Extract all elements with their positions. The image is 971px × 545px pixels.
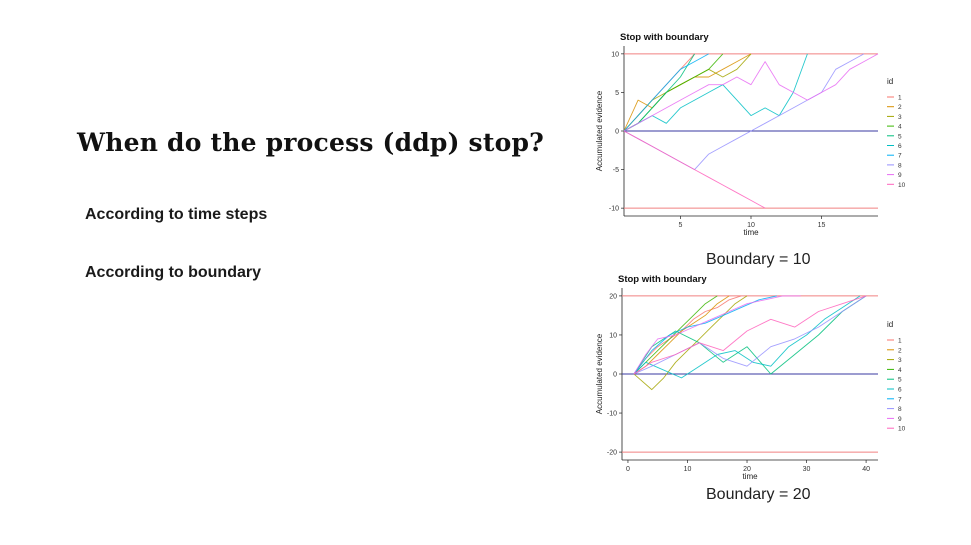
chart2-y-tick-label: 0	[613, 372, 617, 379]
chart1-legend-label-9: 9	[898, 172, 902, 179]
chart2-series-9	[633, 295, 801, 375]
chart2-series-8	[633, 295, 867, 375]
chart2-series-3	[633, 295, 748, 391]
chart2-x-tick-label: 10	[684, 466, 692, 473]
chart1-legend-label-10: 10	[898, 182, 906, 189]
chart2-x-tick-label: 40	[862, 466, 870, 473]
bullet-time-steps: According to time steps	[85, 206, 268, 223]
slide-title: When do the process (ddp) stop?	[77, 128, 544, 157]
chart2-series-4	[633, 295, 718, 375]
chart2-y-tick-label: -10	[607, 411, 617, 418]
chart1-legend-label-4: 4	[898, 124, 902, 131]
chart2-legend-title: id	[887, 320, 893, 329]
chart2-y-tick-label: 20	[609, 293, 617, 300]
chart1-legend-label-8: 8	[898, 162, 902, 169]
chart2-legend-label-5: 5	[898, 377, 902, 384]
caption-boundary-20: Boundary = 20	[706, 486, 811, 503]
chart2-y-tick-label: 10	[609, 332, 617, 339]
chart1-legend-label-3: 3	[898, 114, 902, 121]
chart2-x-tick-label: 0	[626, 466, 630, 473]
chart1-y-tick-label: 10	[611, 51, 619, 58]
chart1-series-9	[623, 53, 879, 132]
chart2-y-tick-label: -20	[607, 450, 617, 457]
chart2-legend-label-10: 10	[898, 426, 906, 433]
chart2-x-tick-label: 30	[803, 466, 811, 473]
chart2-legend-label-4: 4	[898, 367, 902, 374]
chart1-y-tick-label: -10	[609, 206, 619, 213]
chart1-legend-label-2: 2	[898, 104, 902, 111]
chart1-x-axis-label: time	[743, 228, 759, 237]
chart2-x-tick-label: 20	[743, 466, 751, 473]
chart2-title: Stop with boundary	[618, 274, 707, 285]
chart2-legend-label-1: 1	[898, 338, 902, 345]
chart1-y-tick-label: 0	[615, 129, 619, 136]
chart1-title: Stop with boundary	[620, 32, 709, 43]
chart2-series-1	[633, 295, 742, 375]
chart1-legend-label-6: 6	[898, 143, 902, 150]
chart2-series-6	[633, 295, 861, 379]
chart2-legend-label-8: 8	[898, 406, 902, 413]
chart2-legend-label-7: 7	[898, 396, 902, 403]
chart2-legend-label-2: 2	[898, 347, 902, 354]
chart1-legend-label-1: 1	[898, 95, 902, 102]
chart2-legend-label-3: 3	[898, 357, 902, 364]
chart2-series-10	[633, 295, 867, 375]
chart1-series-7	[623, 53, 709, 132]
caption-boundary-10: Boundary = 10	[706, 251, 811, 268]
chart2-y-axis-label: Accumulated evidence	[595, 333, 604, 414]
chart1-series-10	[623, 130, 766, 209]
chart1-x-tick-label: 10	[747, 222, 755, 229]
bullet-boundary: According to boundary	[85, 264, 261, 281]
chart2-legend-label-6: 6	[898, 387, 902, 394]
chart1-y-axis-label: Accumulated evidence	[595, 90, 604, 171]
chart1-x-tick-label: 5	[678, 222, 682, 229]
chart-boundary-20: Stop with boundary -20 -10 0 10 20 0 10 20 30 40 ti…	[595, 274, 906, 480]
chart2-series-2	[633, 295, 730, 375]
chart1-legend-title: id	[887, 77, 893, 86]
chart1-y-tick-label: -5	[613, 167, 619, 174]
chart1-y-tick-label: 5	[615, 90, 619, 97]
chart2-x-axis-label: time	[742, 472, 758, 480]
chart1-legend-label-7: 7	[898, 153, 902, 160]
chart1-series-6	[623, 53, 808, 132]
chart1-x-tick-label: 15	[818, 222, 826, 229]
chart2-legend-label-9: 9	[898, 416, 902, 423]
chart1-legend-label-5: 5	[898, 133, 902, 140]
